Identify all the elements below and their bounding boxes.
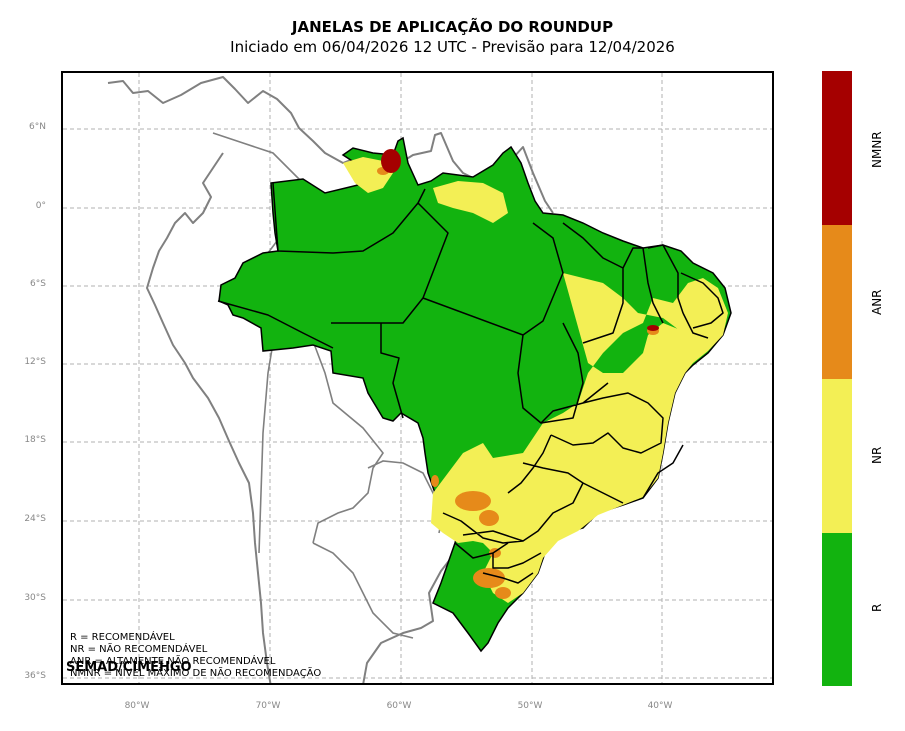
- colorbar-label-anr: ANR: [870, 289, 884, 315]
- neighbor-borders: [212, 132, 444, 639]
- colorbar-label-r: R: [870, 603, 884, 613]
- lat-tick-24s: 24°S: [24, 514, 46, 524]
- colorbar-nmnr-swatch: [822, 71, 852, 225]
- credit-label: SEMAD/CIMEHGO: [66, 660, 192, 675]
- map-subtitle: Iniciado em 06/04/2026 12 UTC - Previsão…: [230, 38, 675, 56]
- lon-tick-50w: 50°W: [517, 701, 543, 711]
- lon-tick-70w: 70°W: [255, 701, 281, 711]
- legend-line-anr: ANR = ALTAMENTE NÃO RECOMENDÁVEL: [70, 656, 276, 667]
- lat-tick-30s: 30°S: [24, 593, 46, 603]
- north-nr-patch: [433, 181, 508, 223]
- legend-line-nr: NR = NÃO RECOMENDÁVEL: [70, 644, 208, 655]
- brazil-region-nr: [431, 273, 728, 603]
- legend-line-r: R = RECOMENDÁVEL: [70, 632, 175, 643]
- lat-tick-36s: 36°S: [24, 671, 46, 681]
- colorbar-label-nr: NR: [870, 446, 884, 464]
- lat-tick-6s: 6°S: [30, 279, 46, 289]
- lat-tick-0: 0°: [35, 201, 46, 211]
- lat-tick-6n: 6°N: [29, 122, 46, 132]
- north-nr-patch-2: [343, 157, 393, 193]
- brazil-region-r: [218, 136, 732, 653]
- lon-tick-60w: 60°W: [386, 701, 412, 711]
- map-title: JANELAS DE APLICAÇÃO DO ROUNDUP: [291, 18, 614, 36]
- map-canvas: [63, 73, 772, 683]
- colorbar-label-nmnr: NMNR: [870, 131, 884, 169]
- lat-tick-12s: 12°S: [24, 357, 46, 367]
- lat-tick-18s: 18°S: [24, 435, 46, 445]
- map-legend-text: R = RECOMENDÁVEL NR = NÃO RECOMENDÁVEL A…: [70, 632, 321, 680]
- gridlines: [63, 73, 772, 683]
- lon-tick-80w: 80°W: [124, 701, 150, 711]
- colorbar-anr-swatch: [822, 225, 852, 379]
- brazil-region-nmnr: [381, 149, 659, 331]
- colorbar-r-swatch: [822, 533, 852, 686]
- state-borders: [217, 182, 724, 584]
- map-frame: [61, 71, 774, 685]
- colorbar-nr-swatch: [822, 379, 852, 533]
- legend-line-nmnr: NMNR = NÍVEL MÁXIMO DE NÃO RECOMENDAÇÃO: [70, 668, 322, 679]
- lon-tick-40w: 40°W: [647, 701, 673, 711]
